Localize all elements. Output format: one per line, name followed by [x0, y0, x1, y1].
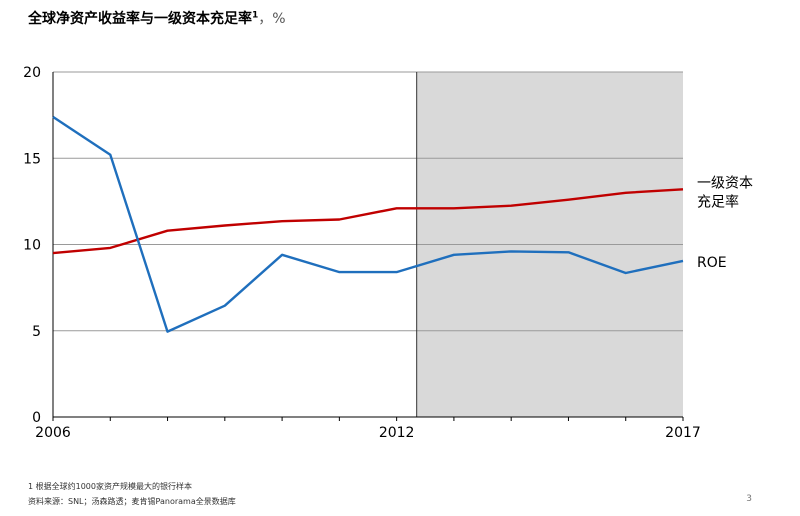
- y-tick-label: 10: [23, 238, 41, 254]
- y-tick-label: 15: [23, 151, 41, 167]
- series-line-roe: [52, 115, 684, 333]
- title-text: 全球净资产收益率与一级资本充足率: [28, 11, 252, 27]
- line-chart: 0 5 10 15 20 2006 2012 2017 一级资本充足率 ROE: [23, 65, 753, 441]
- source-note: 资料来源：SNL；汤森路透；麦肯锡Panorama全景数据库: [28, 497, 236, 506]
- y-tick-label: 5: [32, 324, 41, 340]
- title-footnote-mark: 1: [252, 10, 259, 21]
- page-number: 3: [746, 494, 752, 504]
- series-label: ROE: [697, 255, 727, 271]
- series-label: 一级资本: [697, 175, 753, 191]
- chart-title: 全球净资产收益率与一级资本充足率1，%: [28, 8, 286, 28]
- series-label: 充足率: [697, 193, 739, 210]
- y-tick-label: 20: [23, 65, 41, 81]
- x-tick-label: 2006: [35, 425, 71, 441]
- series-line-tier1-ratio: [52, 188, 684, 255]
- x-tick-label: 2012: [379, 425, 415, 441]
- title-unit: ，%: [258, 11, 286, 27]
- x-tick-label: 2017: [665, 425, 701, 441]
- y-tick-label: 0: [32, 410, 41, 426]
- footnote: 1 根据全球约1000家资产规模最大的银行样本: [28, 482, 192, 491]
